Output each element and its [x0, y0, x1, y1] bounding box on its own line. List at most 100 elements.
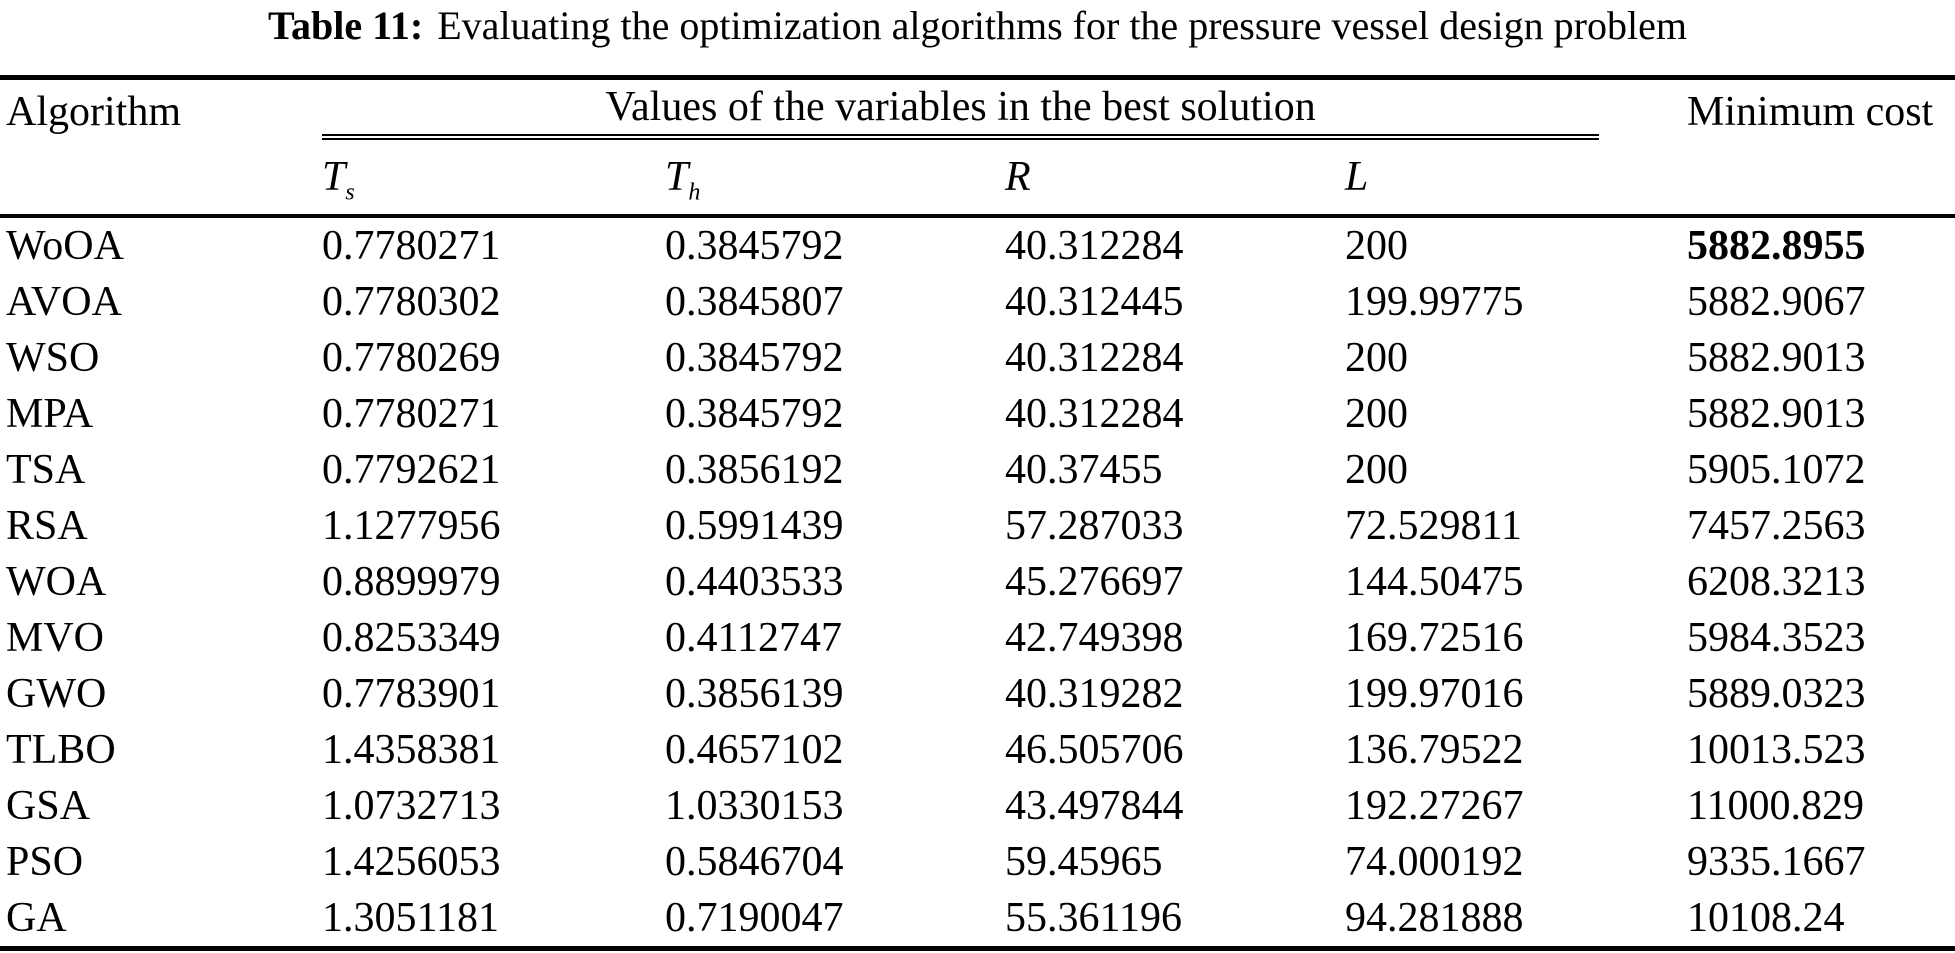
table-caption: Table 11: Evaluating the optimization alg…	[0, 0, 1955, 50]
cell-algorithm: WSO	[6, 335, 100, 381]
cell-ts: 0.8899979	[322, 559, 501, 605]
cell-th: 0.3845792	[665, 391, 844, 437]
cell-algorithm: MPA	[6, 391, 94, 437]
cell-cost: 5889.0323	[1687, 671, 1866, 717]
cell-ts: 0.8253349	[322, 615, 501, 661]
cell-r: 43.497844	[1005, 783, 1184, 829]
table-row: WOA 0.8899979 0.4403533 45.276697 144.50…	[0, 554, 1955, 610]
cell-ts: 1.4256053	[322, 839, 501, 885]
cell-algorithm: RSA	[6, 503, 88, 549]
header-row-variables: Ts Th R L	[0, 140, 1955, 218]
table-row: TSA 0.7792621 0.3856192 40.37455 200 590…	[0, 442, 1955, 498]
cell-ts: 1.4358381	[322, 727, 501, 773]
cell-algorithm: GA	[6, 895, 67, 941]
table-row: RSA 1.1277956 0.5991439 57.287033 72.529…	[0, 498, 1955, 554]
cell-cost: 5882.9013	[1687, 335, 1866, 381]
cell-algorithm: TSA	[6, 447, 86, 493]
ts-subscript: s	[345, 179, 355, 206]
table-row: MPA 0.7780271 0.3845792 40.312284 200 58…	[0, 386, 1955, 442]
cell-th: 0.4403533	[665, 559, 844, 605]
cell-l: 192.27267	[1345, 783, 1524, 829]
table-row: MVO 0.8253349 0.4112747 42.749398 169.72…	[0, 610, 1955, 666]
cell-r: 45.276697	[1005, 559, 1184, 605]
header-row-top: Algorithm Values of the variables in the…	[0, 77, 1955, 218]
cell-r: 40.312284	[1005, 335, 1184, 381]
cell-r: 40.312284	[1005, 223, 1184, 269]
table-caption-label: Table 11:	[268, 3, 424, 48]
cell-l: 200	[1345, 223, 1408, 269]
cell-r: 55.361196	[1005, 895, 1182, 941]
cell-th: 0.5991439	[665, 503, 844, 549]
cell-l: 199.97016	[1345, 671, 1524, 717]
cell-cost: 5905.1072	[1687, 447, 1866, 493]
cell-ts: 1.3051181	[322, 895, 499, 941]
cell-cost: 9335.1667	[1687, 839, 1866, 885]
cell-ts: 0.7780269	[322, 335, 501, 381]
cell-l: 94.281888	[1345, 895, 1524, 941]
cell-th: 0.3845792	[665, 335, 844, 381]
cell-th: 1.0330153	[665, 783, 844, 829]
cell-r: 40.37455	[1005, 447, 1163, 493]
cell-th: 0.3856139	[665, 671, 844, 717]
cell-th: 0.3845807	[665, 279, 844, 325]
cell-cost: 5984.3523	[1687, 615, 1866, 661]
cell-r: 40.312445	[1005, 279, 1184, 325]
cell-cost: 10013.523	[1687, 727, 1866, 773]
cell-th: 0.4657102	[665, 727, 844, 773]
col-group-header: Values of the variables in the best solu…	[322, 78, 1687, 140]
cell-cost: 7457.2563	[1687, 503, 1866, 549]
cell-ts: 0.7780302	[322, 279, 501, 325]
cell-r: 57.287033	[1005, 503, 1184, 549]
cell-ts: 0.7780271	[322, 391, 501, 437]
table-row: GSA 1.0732713 1.0330153 43.497844 192.27…	[0, 778, 1955, 834]
cell-l: 136.79522	[1345, 727, 1524, 773]
cell-algorithm: AVOA	[6, 279, 122, 325]
th-subscript: h	[688, 179, 701, 206]
table-row: GA 1.3051181 0.7190047 55.361196 94.2818…	[0, 890, 1955, 949]
cell-algorithm: GSA	[6, 783, 91, 829]
th-symbol: T	[665, 154, 689, 200]
col-header-l: L	[1345, 140, 1688, 218]
cell-th: 0.7190047	[665, 895, 844, 941]
cell-algorithm: PSO	[6, 839, 84, 885]
l-symbol: L	[1345, 154, 1369, 200]
cell-th: 0.4112747	[665, 615, 842, 661]
cell-r: 40.319282	[1005, 671, 1184, 717]
cell-cost: 5882.9067	[1687, 279, 1866, 325]
table-row: WoOA 0.7780271 0.3845792 40.312284 200 5…	[0, 216, 1955, 274]
cell-ts: 0.7792621	[322, 447, 501, 493]
cell-l: 144.50475	[1345, 559, 1524, 605]
cell-algorithm: TLBO	[6, 727, 116, 773]
table-row: AVOA 0.7780302 0.3845807 40.312445 199.9…	[0, 274, 1955, 330]
cell-th: 0.5846704	[665, 839, 844, 885]
cell-r: 42.749398	[1005, 615, 1184, 661]
cell-l: 169.72516	[1345, 615, 1524, 661]
cell-l: 72.529811	[1345, 503, 1522, 549]
col-group-header-label: Values of the variables in the best solu…	[322, 80, 1600, 140]
cell-ts: 0.7783901	[322, 671, 501, 717]
cell-l: 199.99775	[1345, 279, 1524, 325]
table-row: WSO 0.7780269 0.3845792 40.312284 200 58…	[0, 330, 1955, 386]
cell-ts: 1.1277956	[322, 503, 501, 549]
col-header-algorithm: Algorithm	[0, 77, 322, 218]
r-symbol: R	[1005, 154, 1031, 200]
cell-r: 59.45965	[1005, 839, 1163, 885]
cell-l: 200	[1345, 391, 1408, 437]
cell-cost: 5882.8955	[1687, 223, 1866, 269]
col-header-th: Th	[665, 140, 1005, 218]
cell-th: 0.3845792	[665, 223, 844, 269]
cell-r: 40.312284	[1005, 391, 1184, 437]
cell-ts: 1.0732713	[322, 783, 501, 829]
cell-algorithm: WOA	[6, 559, 107, 605]
cell-cost: 5882.9013	[1687, 391, 1866, 437]
cell-algorithm: MVO	[6, 615, 105, 661]
cell-algorithm: GWO	[6, 671, 107, 717]
ts-symbol: T	[322, 154, 346, 200]
col-header-minimum-cost: Minimum cost	[1687, 77, 1955, 218]
cell-th: 0.3856192	[665, 447, 844, 493]
cell-l: 74.000192	[1345, 839, 1524, 885]
table-row: GWO 0.7783901 0.3856139 40.319282 199.97…	[0, 666, 1955, 722]
cell-l: 200	[1345, 335, 1408, 381]
col-header-ts: Ts	[322, 140, 665, 218]
